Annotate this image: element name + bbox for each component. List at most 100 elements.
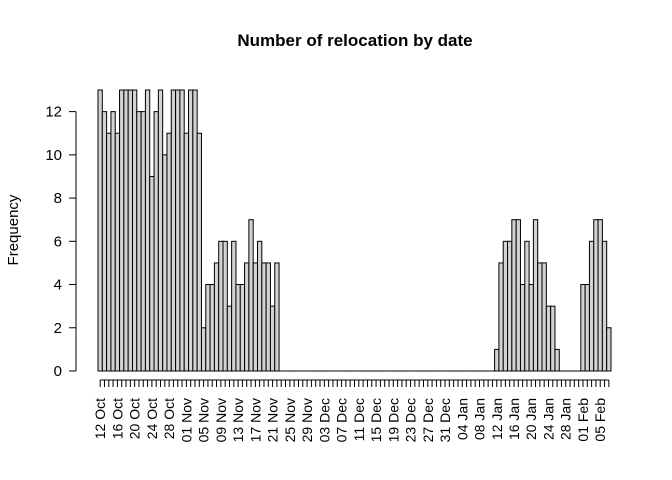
x-tick-label: 12 Oct (92, 398, 108, 439)
histogram-bar (528, 284, 534, 372)
x-tick-label: 20 Jan (523, 398, 539, 440)
x-tick-label: 17 Nov (247, 398, 263, 442)
histogram-bar (188, 89, 194, 372)
x-tick-label: 24 Oct (144, 398, 160, 439)
histogram-bar (515, 219, 521, 372)
x-tick-label: 09 Nov (213, 398, 229, 442)
histogram-bar (244, 262, 250, 372)
y-axis-label: Frequency (5, 194, 22, 265)
histogram-bar (140, 111, 146, 372)
x-tick-label: 31 Dec (437, 398, 453, 442)
histogram-bar (222, 240, 228, 372)
histogram-bar (274, 262, 280, 372)
histogram-bar (119, 89, 125, 372)
histogram-bar (192, 89, 198, 372)
histogram-bar (157, 89, 164, 372)
x-tick-label: 28 Oct (161, 398, 177, 439)
histogram-bar (580, 284, 586, 372)
x-tick-label: 08 Jan (472, 398, 488, 440)
histogram-bar (149, 175, 155, 372)
histogram-bar (507, 240, 513, 372)
x-tick-label: 15 Dec (368, 398, 384, 442)
x-tick-label: 27 Dec (420, 398, 436, 442)
x-tick-label: 21 Nov (265, 398, 281, 442)
histogram-bar (166, 132, 172, 372)
histogram-bar (584, 284, 590, 372)
histogram-bar (200, 327, 207, 372)
x-tick-label: 05 Feb (592, 398, 608, 442)
histogram-bar (248, 219, 254, 372)
y-axis: 0 2 4 6 8 10 12 (45, 104, 77, 380)
histogram-bar (196, 132, 202, 372)
x-tick-label: 05 Nov (196, 398, 212, 442)
x-tick-label: 03 Dec (316, 398, 332, 442)
histogram-bar (144, 89, 151, 372)
y-tick-label: 0 (54, 363, 62, 380)
x-tick-label: 07 Dec (334, 398, 350, 442)
y-tick-label: 2 (54, 320, 62, 337)
histogram-bar (136, 111, 142, 372)
x-tick-label: 13 Nov (230, 398, 246, 442)
histogram-bar (545, 305, 552, 372)
histogram-bar (593, 219, 599, 372)
y-tick-label: 12 (45, 104, 62, 121)
histogram-bar (213, 262, 220, 372)
histogram-bar (183, 132, 190, 372)
histogram-bar (537, 262, 543, 372)
histogram-bar (554, 348, 560, 372)
bars-group (97, 89, 612, 372)
x-tick-label: 25 Nov (282, 398, 298, 442)
histogram-bar (601, 240, 608, 372)
histogram-bar (606, 327, 612, 372)
histogram-bar (252, 262, 259, 372)
x-tick-label: 01 Feb (575, 398, 591, 442)
histogram-bar (519, 284, 526, 372)
x-tick-label: 23 Dec (403, 398, 419, 442)
histogram-bar (127, 89, 133, 372)
histogram-bar (532, 219, 539, 372)
histogram-bar (235, 284, 241, 372)
histogram-bar (269, 305, 276, 372)
x-tick-label: 16 Oct (109, 398, 125, 439)
histogram-bar (153, 111, 159, 372)
histogram-bar (175, 89, 181, 372)
histogram-bar (170, 89, 177, 372)
y-tick-label: 8 (54, 190, 62, 207)
histogram-bar (110, 111, 116, 372)
x-tick-label: 24 Jan (540, 398, 556, 440)
x-tick-label: 16 Jan (506, 398, 522, 440)
histogram-bar (97, 89, 103, 372)
histogram-bar (502, 240, 509, 372)
x-tick-label: 28 Jan (558, 398, 574, 440)
chart-title: Number of relocation by date (237, 31, 472, 50)
x-tick-label: 12 Jan (489, 398, 505, 440)
histogram-bar (231, 240, 237, 372)
x-tick-label: 01 Nov (178, 398, 194, 442)
histogram-bar (205, 284, 211, 372)
histogram-bar (131, 89, 138, 372)
x-tick-label: 11 Dec (351, 398, 367, 441)
x-tick-label: 19 Dec (385, 398, 401, 442)
histogram-bar (541, 262, 547, 372)
histogram-bar (209, 284, 215, 372)
y-tick-label: 10 (45, 147, 62, 164)
x-tick-label: 20 Oct (127, 398, 143, 439)
histogram-bar (588, 240, 595, 372)
histogram-bar (494, 348, 500, 372)
histogram-bar (239, 284, 246, 372)
y-tick-label: 4 (54, 277, 62, 294)
histogram-bar (162, 154, 168, 372)
x-axis: 12 Oct 16 Oct 20 Oct 24 Oct 28 Oct 01 Nov 05 N… (92, 379, 610, 442)
x-tick-label: 04 Jan (454, 398, 470, 440)
histogram-bar (226, 305, 233, 372)
histogram-bar (114, 132, 121, 372)
histogram-bar (179, 89, 185, 372)
histogram-bar (498, 262, 504, 372)
histogram-bar (265, 262, 271, 372)
histogram-bar (106, 132, 112, 372)
y-tick-label: 6 (54, 233, 62, 250)
histogram-bar (550, 305, 556, 372)
histogram-bar (261, 262, 267, 372)
x-tick-label: 29 Nov (299, 398, 315, 442)
